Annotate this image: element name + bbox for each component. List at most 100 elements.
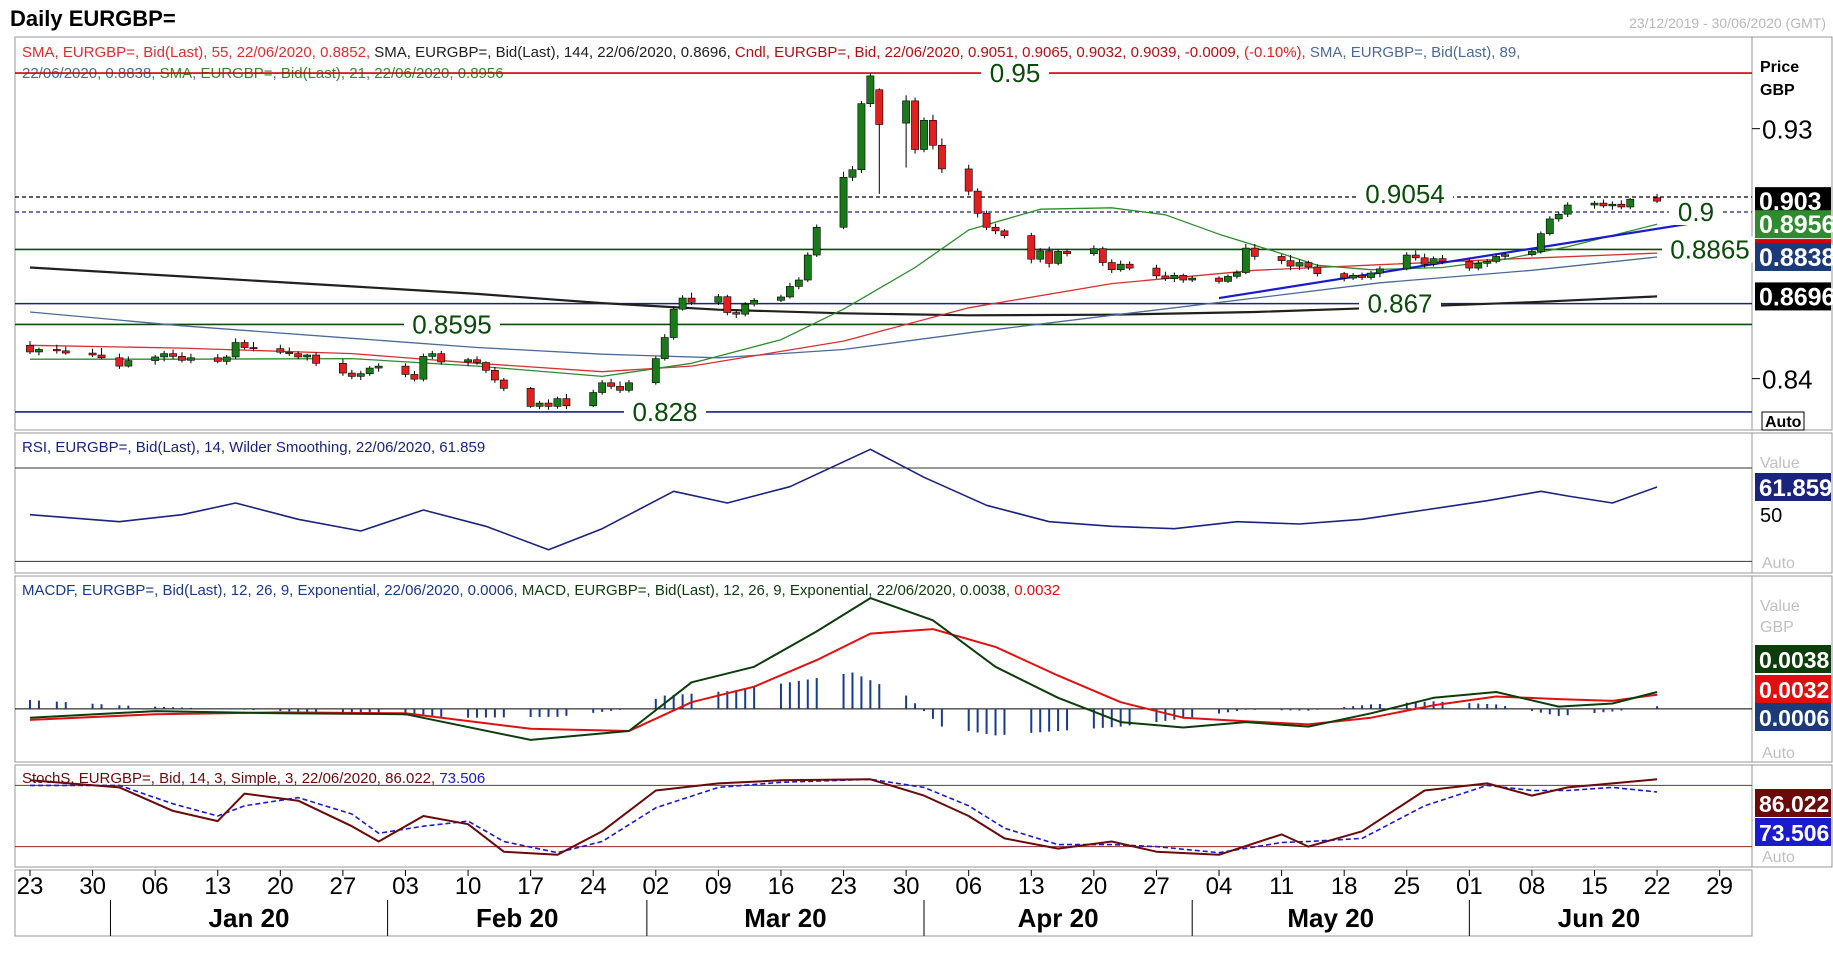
candle-body-109 — [1411, 254, 1420, 259]
candle-body-107 — [1376, 268, 1384, 274]
x-axis: 23 30 06 13 20 27 03 10 17 24 02 09 16 23 30 06 13 20 27 04… — [17, 870, 1733, 936]
candle-body-8 — [151, 356, 160, 361]
candle-body-77 — [1000, 230, 1009, 236]
candle-body-53 — [714, 296, 723, 303]
price-badge-4: 0.8696 — [1759, 283, 1833, 311]
candle-body-18 — [276, 348, 285, 353]
x-day-label-18: 27 — [1143, 873, 1170, 900]
x-day-label-6: 03 — [392, 873, 419, 900]
rsi-badge-bg — [1755, 472, 1831, 501]
price-legend-line-1-part: SMA, EURGBP=, Bid(Last), 55, 22/06/2020,… — [22, 44, 374, 61]
price-tick-label-1: 0.84 — [1762, 365, 1813, 395]
candle-body-54 — [723, 296, 732, 313]
candle-body-44 — [598, 382, 607, 393]
candle-body-46 — [616, 386, 624, 391]
candle-body-64 — [848, 169, 857, 178]
candle-body-121 — [1554, 213, 1563, 220]
candle-body-6 — [115, 357, 124, 367]
candle-body-100 — [1295, 262, 1304, 267]
candle-body-41 — [553, 398, 562, 407]
candle-body-2 — [52, 349, 61, 352]
candle-body-59 — [785, 286, 794, 298]
macd-badge-0: 0.0038 — [1759, 647, 1830, 673]
macd-badge-1: 0.0032 — [1759, 677, 1829, 703]
candle-body-113 — [1465, 261, 1474, 269]
price-auto-box — [1761, 411, 1805, 431]
candle-body-47 — [625, 382, 633, 391]
panel-frames — [14, 36, 1833, 937]
macd-signal-line — [29, 628, 1658, 732]
candle-body-5 — [97, 354, 106, 359]
candle-body-123 — [1590, 202, 1599, 206]
x-day-label-15: 06 — [955, 873, 982, 900]
sma21-line — [30, 207, 1658, 378]
candle-body-69 — [911, 100, 919, 150]
macd-line — [29, 597, 1658, 741]
x-day-label-13: 23 — [830, 873, 857, 900]
candle-body-24 — [347, 372, 356, 377]
candle-body-25 — [356, 373, 365, 377]
candle-body-91 — [1179, 274, 1188, 281]
candle-body-42 — [562, 398, 571, 407]
level-label-1: 0.9054 — [1365, 179, 1445, 209]
x-day-label-1: 30 — [79, 873, 106, 900]
candle-body-31 — [428, 353, 437, 357]
candle-body-68 — [902, 100, 911, 124]
x-day-label-21: 18 — [1331, 873, 1358, 900]
candle-body-33 — [464, 359, 472, 363]
sma55-line — [29, 252, 1658, 373]
x-day-label-16: 13 — [1018, 873, 1045, 900]
candle-body-38 — [526, 388, 535, 407]
candle-body-13 — [213, 357, 222, 362]
rsi-axis-title: Value — [1760, 455, 1800, 472]
candle-body-12 — [187, 357, 195, 361]
x-day-label-20: 11 — [1269, 873, 1294, 900]
x-day-label-23: 01 — [1456, 873, 1483, 900]
candle-body-23 — [338, 363, 347, 374]
level-label-6: 0.828 — [632, 397, 697, 427]
level-label-bg-2 — [1669, 198, 1723, 225]
candle-body-65 — [857, 103, 866, 171]
x-day-label-22: 25 — [1393, 873, 1420, 900]
candle-body-110 — [1420, 257, 1429, 265]
candle-body-119 — [1536, 233, 1545, 252]
candle-body-108 — [1402, 254, 1411, 270]
price-badge-1-bg — [1755, 210, 1831, 239]
price-legend-line-1-part: (-0.10%), — [1244, 44, 1310, 61]
candle-body-88 — [1152, 267, 1161, 277]
candle-body-60 — [794, 279, 803, 287]
candle-body-45 — [607, 382, 615, 387]
stoch-badge-k-bg — [1755, 789, 1831, 817]
stoch-auto-label: Auto — [1762, 849, 1795, 866]
candle-body-39 — [535, 402, 544, 407]
candle-body-120 — [1545, 218, 1554, 234]
candle-body-101 — [1304, 262, 1313, 268]
x-day-label-7: 10 — [455, 873, 482, 900]
rsi-axis-frame — [1751, 432, 1833, 574]
rsi-badge: 61.859 — [1759, 475, 1832, 502]
macd-badge-0-bg — [1755, 645, 1831, 673]
candle-body-75 — [982, 213, 991, 228]
x-day-label-25: 15 — [1581, 873, 1608, 900]
candle-body-94 — [1224, 276, 1232, 282]
date-range: 23/12/2019 - 30/06/2020 (GMT) — [1629, 15, 1826, 31]
rsi-legend: RSI, EURGBP=, Bid(Last), 14, Wilder Smoo… — [22, 439, 485, 456]
candle-body-104 — [1349, 274, 1358, 279]
candle-body-21 — [303, 354, 312, 358]
candle-body-1 — [35, 349, 43, 353]
x-month-label-1: Feb 20 — [476, 903, 558, 933]
candle-body-16 — [240, 342, 249, 348]
stoch-axis-frame — [1751, 764, 1833, 868]
candle-body-4 — [88, 352, 97, 356]
candle-body-89 — [1161, 275, 1170, 279]
candle-body-116 — [1492, 256, 1501, 262]
candle-body-82 — [1063, 251, 1071, 254]
candle-body-56 — [741, 303, 750, 315]
candle-body-43 — [589, 392, 598, 407]
x-axis-frame — [14, 869, 1753, 937]
candle-body-29 — [410, 374, 419, 380]
candle-body-67 — [875, 89, 884, 125]
rsi-auto-label: Auto — [1762, 555, 1795, 572]
